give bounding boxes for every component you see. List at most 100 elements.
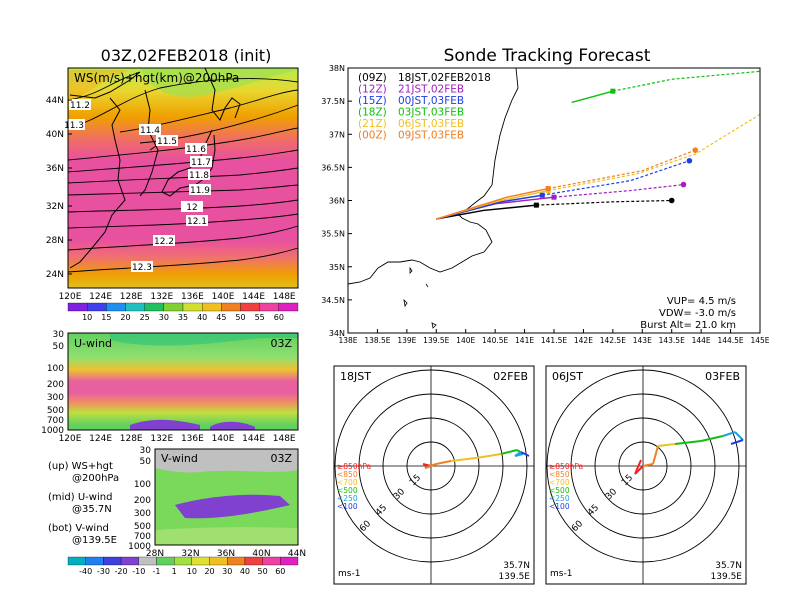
legend-time: 18JST,02FEB2018: [398, 72, 491, 84]
wind-speed-colorbar: 10 15 20 25 30 35 40 45 50 55 60: [67, 302, 299, 322]
tracking-panel: 38N 37.5N 37N 36.5N 36N 35.5N 35N 34.5N 34N 138E…: [321, 64, 770, 345]
colorbar-label: -20: [115, 567, 128, 576]
track-end-marker: [692, 147, 699, 153]
contour-label: 11.5: [157, 137, 177, 147]
vwind-label: V-wind: [161, 452, 198, 465]
tracking-xtick-label: 144.5E: [717, 336, 743, 345]
map-xtick-label: 120E: [59, 292, 82, 302]
legend-run: (15Z): [358, 95, 387, 107]
hodo-trace-segment: [500, 449, 518, 455]
colorbar-swatch: [85, 556, 104, 566]
tracking-ytick-label: 36N: [329, 197, 345, 206]
legend-time: 03JST,03FEB: [398, 107, 464, 119]
hodo-time: 06JST: [552, 370, 583, 383]
colorbar-swatch: [67, 556, 86, 566]
uwind-ytick-label: 200: [47, 380, 64, 390]
tracking-xtick-label: 139.5E: [423, 336, 449, 345]
vwind-ytick-label: 50: [140, 457, 152, 467]
vwind-ytick-label: 1000: [128, 542, 151, 552]
map-xtick-label: 132E: [150, 292, 173, 302]
map-ytick-label: 44N: [46, 96, 64, 106]
track-end-marker: [686, 157, 693, 164]
hodo-trace-segment: [652, 445, 659, 465]
colorbar-swatch: [227, 556, 246, 566]
colorbar-label: -10: [132, 567, 145, 576]
map-ytick-label: 40N: [46, 130, 64, 140]
vwind-ytick-label: 700: [134, 532, 151, 542]
colorbar-swatch: [182, 302, 203, 312]
hodograph-right: 06JST 03FEB15304560≥850hPa<850<700<500<25…: [545, 365, 747, 585]
track-dashed-line: [548, 149, 696, 190]
legend-time: 06JST,03FEB: [398, 118, 464, 130]
colorbar-label: 55: [255, 313, 265, 322]
hodo-legend-item: <850: [549, 470, 570, 479]
vup-text: VUP= 4.5 m/s: [667, 296, 736, 307]
note-up-2: @200hPa: [72, 473, 119, 484]
colorbar-swatch: [259, 302, 279, 312]
low-wind-region: [68, 68, 298, 97]
legend-run: (21Z): [358, 118, 387, 130]
hodo-date: 03FEB: [705, 370, 740, 383]
contour-label-box: [185, 143, 207, 154]
panel-notes: (up) WS+hgt @200hPa (mid) U-wind @35.7N …: [48, 461, 119, 546]
track-dashed-line: [612, 70, 761, 92]
tracking-xtick-label: 142.5E: [600, 336, 626, 345]
tracking-xtick-label: 140E: [456, 336, 475, 345]
colorbar-label: -1: [152, 567, 160, 576]
colorbar-swatch: [209, 556, 228, 566]
uwind-negative-region-1: [130, 419, 200, 430]
contour-label-box: [131, 261, 153, 272]
hodo-trace-segment: [520, 451, 530, 457]
wind-component-colorbar: -40 -30 -20 -10 -1 1 10 20 30 40 50 60: [67, 556, 299, 576]
hodo-trace-segment: [642, 463, 654, 467]
contour-label-box: [186, 215, 208, 226]
colorbar-label: 25: [140, 313, 150, 322]
vwind-xtick-label: 32N: [181, 549, 199, 559]
map-ytick-label: 28N: [46, 236, 64, 246]
vwind-lower-region: [155, 527, 298, 545]
uwind-xtick-label: 132E: [150, 434, 173, 444]
hodo-rings: [334, 366, 534, 584]
hodo-rings: [546, 366, 746, 584]
uwind-xtick-label: 128E: [120, 434, 143, 444]
uwind-ytick-label: 1000: [41, 426, 64, 436]
contour-label: 12: [186, 203, 197, 213]
track-square-marker: [551, 194, 557, 200]
hodo-trace-segment: [435, 460, 452, 465]
colorbar-label: -30: [97, 567, 110, 576]
tracking-xtick-label: 138E: [338, 336, 357, 345]
tracking-ytick-label: 34.5N: [321, 296, 345, 305]
colorbar-label: 1: [172, 567, 177, 576]
tracking-xtick-label: 143E: [633, 336, 652, 345]
hodo-legend-item: <100: [549, 502, 570, 511]
hodo-trace-segment: [475, 453, 502, 459]
contour-label-box: [139, 124, 161, 135]
hodo-trace-segment: [722, 431, 736, 437]
tracking-xtick-label: 140.5E: [482, 336, 508, 345]
colorbar-swatch: [278, 302, 299, 312]
tracking-ytick-label: 38N: [329, 64, 345, 73]
map-ytick-label: 24N: [46, 270, 64, 280]
burst-alt-text: Burst Alt= 21.0 km: [640, 320, 736, 331]
track-square-marker: [545, 186, 551, 192]
tracking-xtick-label: 138.5E: [364, 336, 390, 345]
hodo-trace-segment: [424, 463, 437, 469]
colorbar-label: 20: [120, 313, 130, 322]
map-ytick-label: 36N: [46, 164, 64, 174]
colorbar-swatch: [138, 556, 157, 566]
vwind-negative-region: [175, 494, 290, 519]
colorbar-swatch: [262, 556, 281, 566]
tracking-background: [348, 68, 760, 333]
tracking-ytick-label: 36.5N: [321, 163, 345, 172]
hodo-lat: 35.7N: [715, 561, 742, 571]
tracking-ytick-label: 35.5N: [321, 230, 345, 239]
uwind-xtick-label: 144E: [242, 434, 265, 444]
height-contours: [67, 71, 299, 273]
colorbar-swatch: [240, 302, 260, 312]
contour-label: 11.6: [186, 145, 206, 155]
hodo-trace-segment: [674, 440, 702, 445]
contour-label-box: [188, 169, 210, 180]
uwind-ytick-label: 50: [53, 342, 65, 352]
colorbar-swatch: [103, 556, 122, 566]
